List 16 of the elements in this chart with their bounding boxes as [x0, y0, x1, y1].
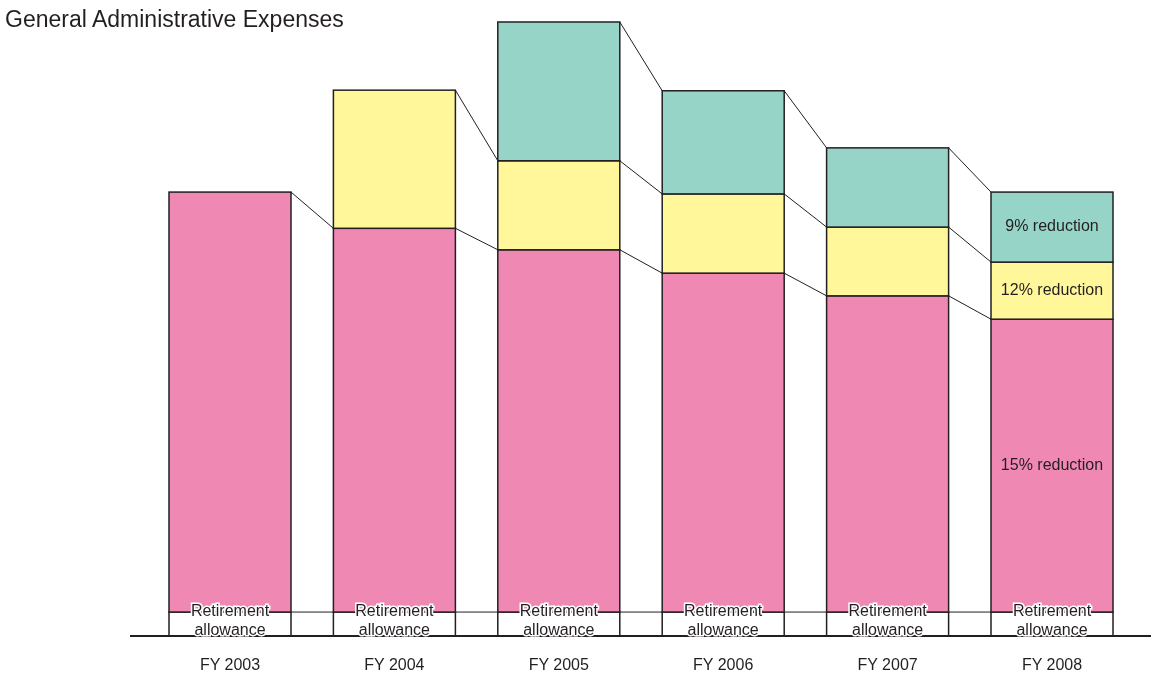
x-tick-label: FY 2006 — [693, 656, 754, 673]
x-tick-label: FY 2007 — [857, 656, 918, 673]
text: Retirement allowance — [519, 601, 598, 638]
text: Retirement allowance — [684, 601, 763, 638]
legend-label: Retirement allowance — [355, 601, 435, 638]
annotation: 15% reduction — [1000, 455, 1104, 473]
annotation: 9% reduction — [1005, 217, 1099, 235]
text: Retirement allowance — [190, 601, 270, 638]
x-tick-label: FY 2003 — [199, 656, 261, 673]
chart-title: General Administrative Expenses — [5, 6, 344, 32]
text: Retirement allowance — [848, 601, 927, 638]
text: Retirement allowance — [1012, 601, 1092, 638]
x-tick-label: FY 2008 — [1021, 656, 1083, 673]
x-tick-label: FY 2005 — [528, 656, 589, 673]
x-tick-label: FY 2004 — [364, 656, 425, 673]
annotation: 12% reduction — [1000, 280, 1104, 298]
